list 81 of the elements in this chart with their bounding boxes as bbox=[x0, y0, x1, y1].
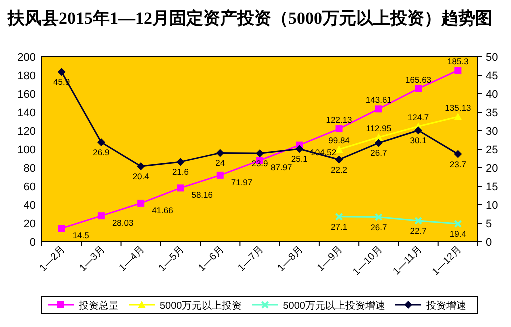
point bbox=[138, 200, 145, 207]
y2-tick-label: 5 bbox=[486, 218, 492, 230]
point bbox=[176, 158, 185, 166]
legend-label: 投资增速 bbox=[426, 300, 466, 312]
y-tick-label: 160 bbox=[18, 89, 36, 101]
data-label: 112.95 bbox=[366, 124, 392, 134]
data-label: 26.9 bbox=[93, 147, 110, 158]
point bbox=[216, 172, 224, 179]
data-label: 22.2 bbox=[331, 164, 348, 175]
y2-tick-label: 35 bbox=[486, 108, 498, 120]
data-label: 26.7 bbox=[370, 148, 388, 158]
point bbox=[256, 150, 264, 158]
y2-tick-label: 25 bbox=[486, 144, 498, 156]
point bbox=[414, 126, 423, 135]
data-label: 23.7 bbox=[450, 159, 467, 170]
data-label: 22.7 bbox=[410, 226, 428, 236]
point bbox=[98, 212, 105, 220]
y-tick-label: 140 bbox=[18, 108, 36, 120]
y2-tick-label: 10 bbox=[486, 200, 498, 212]
data-label: 58.16 bbox=[192, 190, 214, 200]
y-tick-label: 120 bbox=[18, 126, 36, 138]
point bbox=[454, 113, 462, 121]
data-label: 28.03 bbox=[112, 218, 134, 228]
point bbox=[336, 126, 343, 133]
legend-label: 5000万元以上投资增速 bbox=[283, 300, 386, 312]
point bbox=[335, 156, 344, 164]
point bbox=[414, 217, 423, 226]
point bbox=[335, 212, 344, 221]
data-label: 143.61 bbox=[366, 95, 392, 106]
point bbox=[454, 220, 462, 228]
data-label: 124.7 bbox=[408, 112, 430, 123]
data-label: 26.7 bbox=[370, 222, 388, 232]
point bbox=[335, 146, 344, 154]
point bbox=[216, 149, 224, 158]
data-label: 25.1 bbox=[291, 154, 308, 164]
y-tick-label: 40 bbox=[24, 200, 36, 212]
y2-tick-label: 30 bbox=[486, 126, 498, 138]
y2-tick-label: 45 bbox=[486, 70, 498, 82]
data-label: 19.4 bbox=[450, 229, 467, 240]
point bbox=[415, 85, 422, 92]
point bbox=[58, 68, 66, 76]
data-label: 14.5 bbox=[72, 230, 90, 241]
legend-label: 投资总量 bbox=[78, 300, 119, 312]
data-label: 41.66 bbox=[152, 205, 174, 216]
point bbox=[137, 162, 146, 171]
data-label: 165.63 bbox=[406, 74, 432, 85]
y-tick-label: 180 bbox=[18, 70, 36, 82]
data-label: 20.4 bbox=[132, 172, 150, 182]
y-tick-label: 200 bbox=[18, 52, 36, 64]
legend-label: 5000万元以上投资 bbox=[160, 300, 242, 312]
data-label: 71.97 bbox=[231, 177, 253, 188]
y-tick-label: 0 bbox=[30, 237, 36, 249]
point bbox=[454, 67, 462, 74]
point bbox=[58, 225, 66, 232]
y2-tick-label: 20 bbox=[486, 163, 498, 175]
chart-title: 扶风县2015年1—12月固定资产投资（5000万元以上投资）趋势图 bbox=[7, 9, 492, 28]
point bbox=[296, 145, 304, 154]
point bbox=[374, 139, 383, 148]
data-label: 24 bbox=[216, 158, 226, 168]
data-label: 135.13 bbox=[445, 103, 472, 114]
y-tick-label: 100 bbox=[18, 144, 36, 156]
y2-tick-label: 15 bbox=[486, 182, 498, 194]
data-label: 30.1 bbox=[410, 136, 428, 146]
point bbox=[374, 213, 383, 222]
point bbox=[454, 150, 462, 158]
data-label: 27.1 bbox=[331, 222, 348, 232]
data-label: 122.13 bbox=[326, 115, 353, 126]
point bbox=[177, 184, 184, 192]
y2-tick-label: 0 bbox=[486, 237, 492, 249]
y-tick-label: 80 bbox=[24, 163, 36, 175]
data-label: 87.97 bbox=[271, 162, 293, 173]
data-label: 21.6 bbox=[172, 167, 190, 178]
point bbox=[375, 106, 382, 113]
data-label: 185.3 bbox=[448, 56, 470, 67]
point bbox=[374, 134, 383, 142]
y2-tick-label: 40 bbox=[486, 89, 498, 101]
point bbox=[97, 138, 106, 146]
data-label: 99.84 bbox=[328, 136, 350, 146]
y2-tick-label: 50 bbox=[486, 52, 498, 64]
y-tick-label: 20 bbox=[24, 218, 36, 230]
y-tick-label: 60 bbox=[24, 182, 36, 194]
